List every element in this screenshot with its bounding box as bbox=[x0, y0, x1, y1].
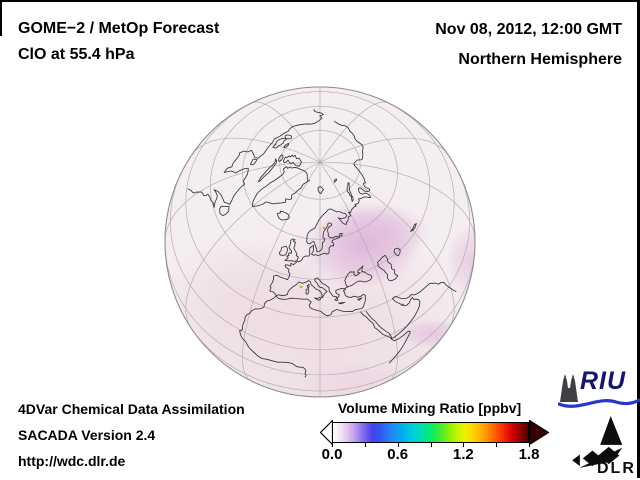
colorbar-tick bbox=[496, 442, 498, 447]
figure-subtitle: ClO at 55.4 hPa bbox=[18, 46, 135, 63]
riu-logo-text: RIU bbox=[580, 367, 627, 395]
colorbar-tick bbox=[529, 442, 530, 447]
colorbar-tick-labels: 0.0 0.6 1.2 1.8 bbox=[322, 446, 540, 464]
clo-field-blob bbox=[340, 204, 430, 260]
colorbar-tick bbox=[430, 442, 432, 447]
globe-rim bbox=[164, 86, 476, 398]
riu-cathedral-icon bbox=[560, 374, 578, 402]
header-left: GOME−2 / MetOp Forecast ClO at 55.4 hPa bbox=[18, 16, 219, 68]
colorbar-tick bbox=[332, 442, 333, 447]
colorbar-right-arrow-icon bbox=[529, 420, 549, 445]
riu-wave-shape bbox=[558, 398, 640, 408]
clo-field-blob bbox=[397, 319, 469, 349]
riu-wave-icon bbox=[558, 398, 640, 408]
datetime-label: Nov 08, 2012, 12:00 GMT bbox=[435, 21, 622, 38]
riu-logo: RIU bbox=[558, 367, 640, 411]
measurement-dot bbox=[299, 285, 303, 289]
colorbar-tick-label: 1.8 bbox=[518, 446, 540, 463]
dlr-logo-text: DLR bbox=[597, 460, 636, 477]
region-label: Northern Hemisphere bbox=[458, 51, 622, 68]
colorbar-ticks bbox=[332, 442, 530, 447]
dlr-logo: DLR bbox=[566, 416, 640, 477]
colorbar-tick bbox=[364, 442, 366, 447]
colorbar: Volume Mixing Ratio [ppbv] 0.0 0.6 1.2 1.8 bbox=[318, 400, 568, 470]
colorbar-tick bbox=[397, 442, 399, 447]
right-border-line bbox=[637, 0, 640, 478]
graticule-lines bbox=[165, 87, 475, 397]
assimilation-label: 4DVar Chemical Data Assimilation bbox=[18, 401, 245, 417]
dlr-emblem-icon bbox=[572, 416, 623, 468]
colorbar-gradient-bar bbox=[332, 422, 529, 443]
colorbar-left-arrow-shape bbox=[320, 420, 333, 445]
colorbar-tick-label: 1.2 bbox=[452, 446, 474, 463]
colorbar-tick-label: 0.6 bbox=[387, 446, 409, 463]
footer-credits: 4DVar Chemical Data Assimilation SACADA … bbox=[18, 396, 245, 474]
clo-field-blob bbox=[290, 361, 430, 397]
riu-cathedral-shape bbox=[560, 374, 578, 402]
measurement-dot bbox=[322, 226, 326, 230]
colorbar-right-arrow-shape bbox=[529, 420, 549, 445]
colorbar-title: Volume Mixing Ratio [ppbv] bbox=[337, 400, 522, 416]
clo-field-blob bbox=[446, 224, 475, 300]
coastlines bbox=[187, 109, 457, 378]
header-right: Nov 08, 2012, 12:00 GMT Northern Hemisph… bbox=[435, 15, 622, 75]
colorbar-tick-label: 0.0 bbox=[321, 446, 343, 463]
figure-title: GOME−2 / MetOp Forecast bbox=[18, 20, 220, 37]
url-label: http://wdc.dlr.de bbox=[18, 453, 126, 469]
top-border-line bbox=[0, 0, 640, 2]
version-label: SACADA Version 2.4 bbox=[18, 427, 156, 443]
left-border-stub bbox=[0, 0, 2, 36]
clo-field-blob bbox=[165, 235, 323, 365]
colorbar-tick bbox=[463, 442, 465, 447]
